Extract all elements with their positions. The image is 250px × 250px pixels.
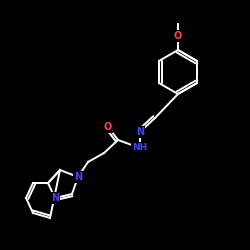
Text: O: O <box>104 122 112 132</box>
Text: NH: NH <box>132 144 148 152</box>
Text: N: N <box>51 193 59 203</box>
Text: N: N <box>136 127 144 137</box>
Text: N: N <box>74 172 82 182</box>
Text: O: O <box>174 31 182 41</box>
